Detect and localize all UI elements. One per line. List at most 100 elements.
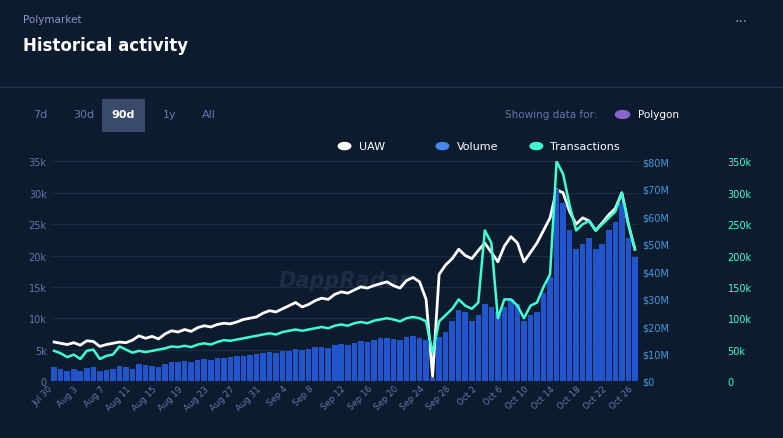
Bar [456,310,461,381]
Bar [482,304,488,381]
Text: All: All [202,110,216,120]
Text: Transactions: Transactions [550,142,620,152]
Bar [502,307,507,381]
Bar [130,369,135,381]
Bar [267,352,272,381]
Bar [64,371,70,381]
Bar [514,304,520,381]
Bar [208,360,214,381]
Text: Volume: Volume [456,142,498,152]
Bar [189,362,194,381]
Text: 90d: 90d [111,110,135,120]
Text: Historical activity: Historical activity [23,37,189,55]
Bar [58,369,63,381]
Bar [410,336,416,381]
Bar [547,277,553,381]
Bar [254,354,259,381]
Bar [52,367,57,381]
Bar [417,338,422,381]
Bar [332,346,337,381]
Bar [117,366,122,381]
Bar [430,378,435,381]
Bar [91,367,96,381]
Bar [221,358,226,381]
Bar [103,370,109,381]
Text: 1y: 1y [163,110,177,120]
Bar [306,349,312,381]
Bar [156,367,161,381]
Bar [273,353,279,381]
Bar [319,347,324,381]
Bar [619,203,625,381]
Bar [326,348,331,381]
Bar [287,351,292,381]
Bar [593,250,598,381]
Bar [71,370,77,381]
Bar [312,348,318,381]
Bar [240,356,246,381]
Bar [508,299,514,381]
Bar [150,366,155,381]
Bar [260,354,265,381]
Bar [632,258,637,381]
Bar [567,230,572,381]
Bar [228,357,233,381]
Bar [397,341,402,381]
Bar [626,239,631,381]
Bar [600,244,605,381]
Text: ···: ··· [734,15,748,29]
Bar [541,293,547,381]
Bar [175,363,181,381]
Text: Polymarket: Polymarket [23,15,82,25]
Bar [371,340,377,381]
Bar [424,340,429,381]
Bar [247,355,253,381]
Bar [358,341,363,381]
Bar [449,321,455,381]
Bar [338,344,344,381]
Bar [78,371,83,381]
Bar [573,250,579,381]
Bar [280,351,285,381]
Bar [436,337,442,381]
Bar [201,359,207,381]
Bar [215,359,220,381]
Bar [293,350,298,381]
Bar [377,339,383,381]
Bar [391,339,396,381]
Bar [606,230,612,381]
Bar [384,338,390,381]
Text: UAW: UAW [359,142,384,152]
Bar [521,321,527,381]
Bar [489,307,494,381]
Bar [534,313,539,381]
Bar [182,361,187,381]
Bar [528,315,533,381]
Text: DappRadar: DappRadar [279,270,410,290]
Bar [365,342,370,381]
Bar [143,365,148,381]
Bar [443,332,449,381]
Bar [97,371,103,381]
Bar [234,357,240,381]
Bar [299,350,305,381]
Text: 7d: 7d [34,110,48,120]
Bar [469,321,474,381]
Bar [169,362,175,381]
Bar [404,337,410,381]
Bar [162,364,168,381]
Bar [554,189,559,381]
Bar [84,368,89,381]
Bar [136,364,142,381]
Bar [123,367,128,381]
Bar [475,315,481,381]
Text: 30d: 30d [74,110,94,120]
Bar [352,343,357,381]
Bar [580,244,586,381]
Bar [195,360,200,381]
Bar [110,370,116,381]
Bar [495,313,500,381]
Text: Polygon: Polygon [638,110,679,120]
Bar [561,203,566,381]
Text: Showing data for:: Showing data for: [505,110,597,120]
